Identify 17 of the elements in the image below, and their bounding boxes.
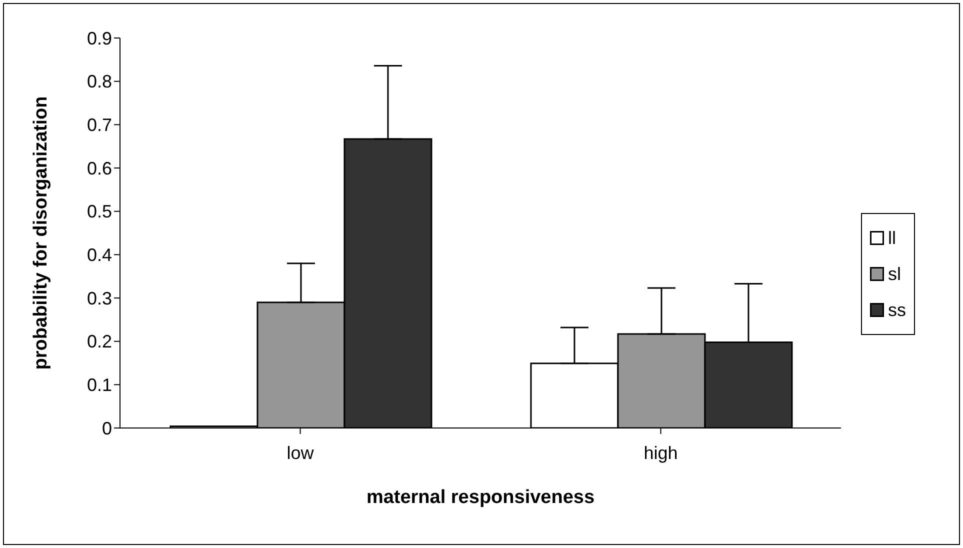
x-axis-title: maternal responsiveness (366, 487, 595, 508)
y-tick-label: 0.5 (86, 202, 112, 222)
x-tick-label: high (644, 442, 678, 463)
y-tick-label: 0.6 (86, 158, 112, 178)
y-axis-title: probability for disorganization (30, 96, 52, 370)
legend-label: sl (888, 264, 901, 284)
legend-label: ss (888, 300, 906, 320)
y-tick-label: 0.3 (86, 288, 112, 308)
x-tick-label: low (286, 442, 315, 463)
y-tick-label: 0.4 (86, 245, 112, 266)
y-tick-label: 0.9 (86, 28, 112, 48)
y-tick-label: 0 (102, 418, 112, 438)
y-tick-label: 0.8 (86, 72, 112, 92)
y-tick-label: 0.7 (86, 115, 112, 136)
legend-label: ll (888, 228, 896, 248)
y-tick-label: 0.2 (86, 332, 112, 352)
y-tick-label: 0.1 (86, 375, 112, 396)
